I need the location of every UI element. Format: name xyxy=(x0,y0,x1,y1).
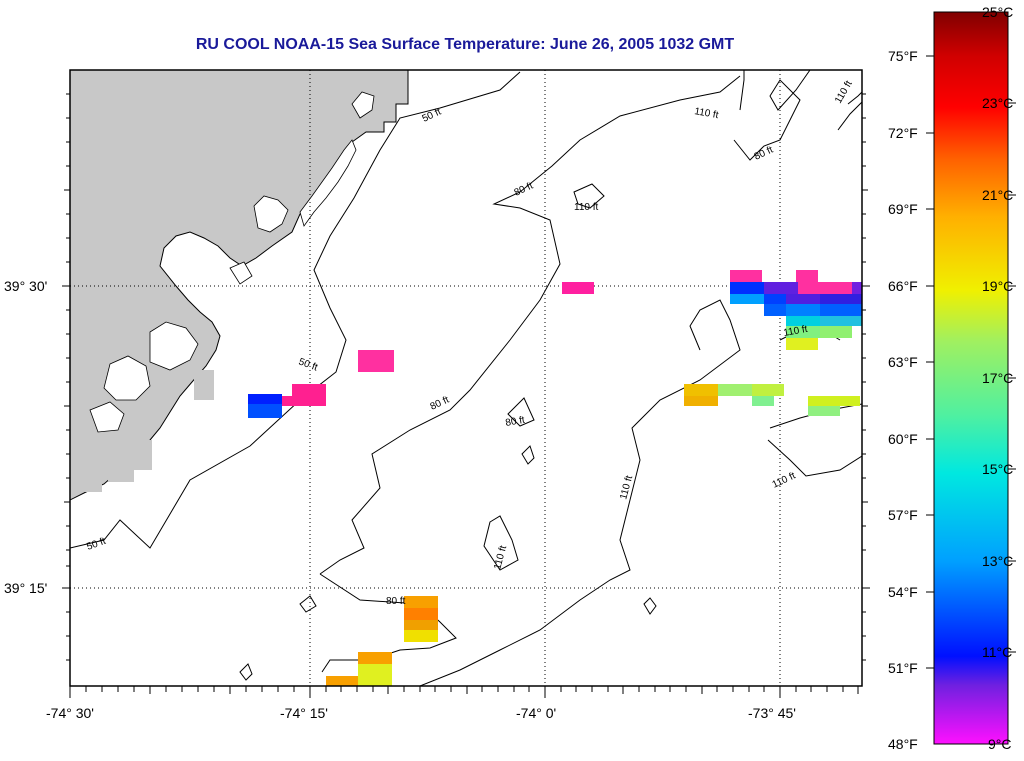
lon-label: -74° 15' xyxy=(280,705,328,721)
color-bar xyxy=(933,11,1009,745)
colorbar-c-label: 23°C xyxy=(982,95,1013,111)
colorbar-f-label: 69°F xyxy=(888,201,918,217)
lat-label: 39° 30' xyxy=(4,278,47,294)
colorbar-f-label: 60°F xyxy=(888,431,918,447)
colorbar-f-label: 66°F xyxy=(888,278,918,294)
lon-label: -73° 45' xyxy=(748,705,796,721)
bays xyxy=(89,91,375,433)
colorbar-c-label: 15°C xyxy=(982,461,1013,477)
colorbar-c-label: 19°C xyxy=(982,278,1013,294)
lat-label: 39° 15' xyxy=(4,580,47,596)
lon-label: -74° 0' xyxy=(516,705,556,721)
lon-label: -74° 30' xyxy=(46,705,94,721)
contour-label: 80 ft xyxy=(505,415,526,429)
colorbar-f-label: 72°F xyxy=(888,125,918,141)
colorbar-f-label: 57°F xyxy=(888,507,918,523)
colorbar-c-label: 9°C xyxy=(988,736,1012,752)
land-mass xyxy=(70,70,409,501)
contour-label: 80 ft xyxy=(386,596,406,607)
depth-contours xyxy=(70,70,862,686)
axis-ticks xyxy=(62,93,870,698)
map-frame xyxy=(69,69,863,687)
map-title: RU COOL NOAA-15 Sea Surface Temperature:… xyxy=(195,36,735,53)
contour-label: 110 ft xyxy=(693,106,719,121)
contour-label: 110 ft xyxy=(783,324,809,339)
colorbar-f-label: 75°F xyxy=(888,48,918,64)
colorbar-ticks xyxy=(926,55,1016,669)
colorbar-f-label: 48°F xyxy=(888,736,918,752)
colorbar-labels: 75°F 72°F 69°F 66°F 63°F 60°F 57°F 54°F … xyxy=(888,4,1013,752)
colorbar-c-label: 13°C xyxy=(982,553,1013,569)
colorbar-f-label: 63°F xyxy=(888,354,918,370)
contour-label: 110 ft xyxy=(574,202,598,213)
sst-pixels xyxy=(248,270,862,686)
colorbar-f-label: 54°F xyxy=(888,584,918,600)
colorbar-f-label: 51°F xyxy=(888,660,918,676)
colorbar-c-label: 21°C xyxy=(982,187,1013,203)
colorbar-c-label: 25°C xyxy=(982,4,1013,20)
colorbar-c-label: 17°C xyxy=(982,370,1013,386)
axis-labels: -74° 30' -74° 15' -74° 0' -73° 45' 39° 3… xyxy=(4,278,796,721)
colorbar-c-label: 11°C xyxy=(982,644,1012,660)
